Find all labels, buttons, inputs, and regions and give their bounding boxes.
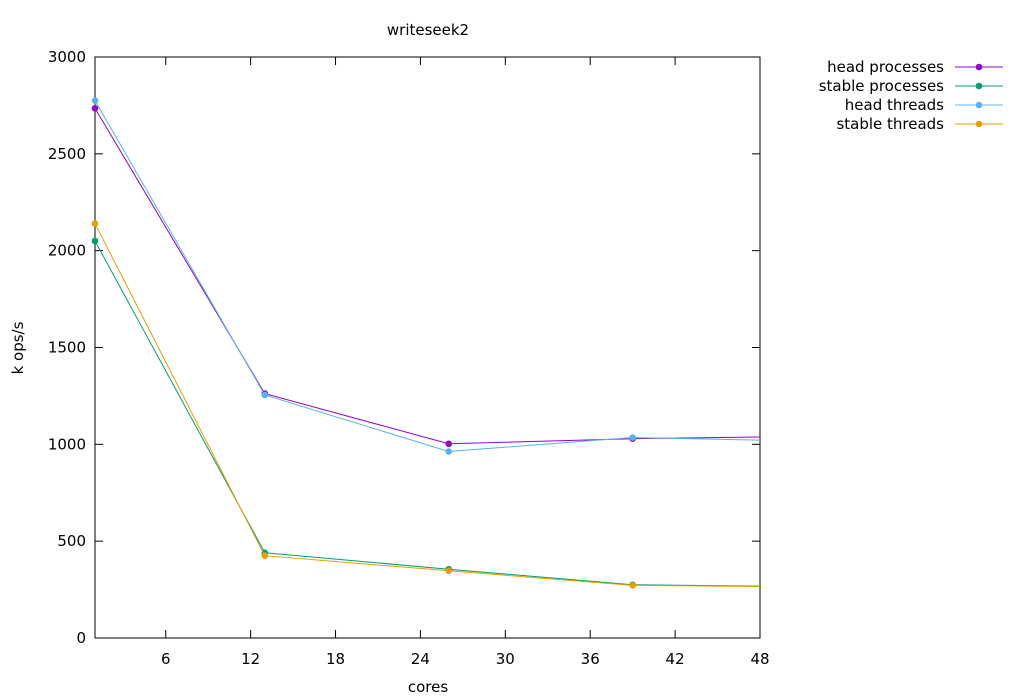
data-point: [629, 582, 636, 589]
data-point: [445, 448, 453, 455]
x-tick-label: 24: [411, 650, 430, 668]
data-point: [261, 391, 269, 399]
data-point: [445, 567, 453, 575]
data-point: [445, 440, 453, 448]
series-stable-threads: [91, 220, 761, 589]
series-line: [94, 240, 761, 587]
y-tick-label: 0: [76, 629, 86, 647]
x-tick-label: 42: [666, 650, 685, 668]
legend-entry: stable processes: [819, 77, 1003, 95]
y-tick-label: 3000: [48, 48, 86, 66]
y-axis-label: k ops/s: [9, 321, 27, 374]
plot-area: [94, 56, 761, 639]
series-head-processes: [91, 105, 761, 448]
series-head-threads: [91, 97, 761, 455]
legend-label: stable threads: [836, 115, 944, 133]
y-tick-label: 1500: [48, 339, 86, 357]
legend-entry: head processes: [827, 58, 1003, 76]
x-axis: 6 12 18 24 30 36 42 48: [161, 57, 770, 668]
plot-frame: [94, 56, 761, 639]
y-tick-label: 2000: [48, 242, 86, 260]
y-tick-label: 2500: [48, 145, 86, 163]
legend-swatch-point: [975, 101, 983, 109]
data-point: [261, 552, 269, 559]
legend-entry: head threads: [845, 96, 1003, 114]
x-tick-label: 30: [496, 650, 515, 668]
legend-swatch-point: [975, 120, 983, 128]
chart-title: writeseek2: [387, 21, 469, 39]
data-point: [91, 237, 99, 245]
x-tick-label: 36: [581, 650, 600, 668]
series-line: [94, 223, 761, 587]
x-axis-label: cores: [408, 678, 448, 696]
y-tick-label: 1000: [48, 435, 86, 453]
y-tick-label: 500: [57, 532, 86, 550]
y-axis: 0 500 1000 1500 2000 2500 3000: [48, 48, 760, 647]
data-point: [91, 105, 99, 112]
data-point: [91, 97, 99, 104]
legend-label: stable processes: [819, 77, 944, 95]
x-tick-label: 6: [161, 650, 171, 668]
series-line: [94, 108, 761, 445]
legend-label: head threads: [845, 96, 944, 114]
data-point: [91, 220, 99, 227]
legend-swatch-point: [975, 63, 983, 71]
data-point: [629, 434, 636, 441]
x-tick-label: 48: [750, 650, 769, 668]
legend-label: head processes: [827, 58, 944, 76]
legend-entry: stable threads: [836, 115, 1003, 133]
x-tick-label: 18: [326, 650, 345, 668]
x-tick-label: 12: [241, 650, 260, 668]
series-layer: [91, 97, 761, 589]
legend-swatch-point: [975, 82, 983, 90]
